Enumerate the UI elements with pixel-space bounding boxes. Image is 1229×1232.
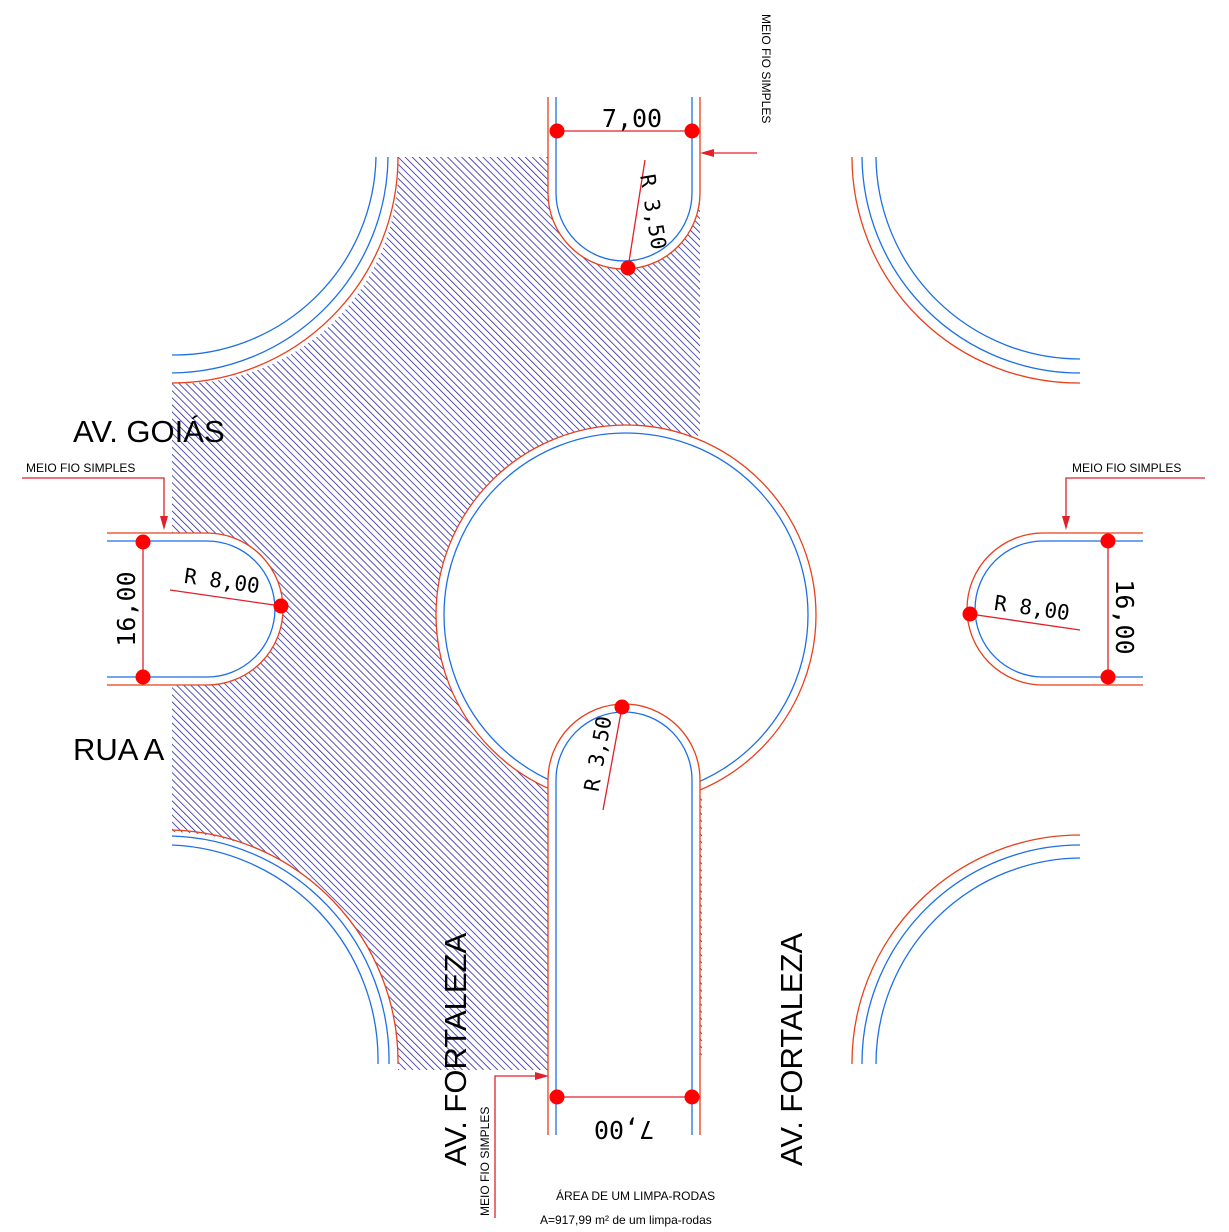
dimension-lines	[142, 130, 1109, 1098]
right-radius-label: R 8,00	[993, 591, 1071, 625]
area-title: ÁREA DE UM LIMPA-RODAS	[556, 1188, 715, 1203]
curb-label-top: MEIO FIO SIMPLES	[759, 14, 773, 123]
corner-curb-bottom-right	[851, 834, 1081, 1065]
curb-label-right: MEIO FIO SIMPLES	[1072, 461, 1181, 475]
street-rua-a: RUA A	[73, 732, 165, 767]
curb-label-bottom: MEIO FIO SIMPLES	[478, 1107, 492, 1216]
street-av-fortaleza-right: AV. FORTALEZA	[774, 933, 809, 1166]
corner-curb-top-left	[171, 156, 399, 384]
corner-curb-top-right	[851, 156, 1081, 384]
corner-curb-bottom-left	[171, 829, 399, 1065]
right-width-dimension: 16,00	[1110, 579, 1139, 654]
street-av-fortaleza-left: AV. FORTALEZA	[438, 933, 473, 1166]
area-value: A=917,99 m² de um limpa-rodas	[540, 1213, 712, 1227]
street-av-goias: AV. GOIÁS	[73, 414, 225, 449]
curb-label-left: MEIO FIO SIMPLES	[26, 461, 135, 475]
marker-dots	[135, 123, 1116, 1105]
bottom-width-dimension: 7,00	[594, 1115, 654, 1144]
leader-lines	[22, 149, 1205, 1218]
left-width-dimension: 16,00	[112, 571, 141, 646]
top-width-dimension: 7,00	[602, 104, 662, 133]
island-bottom	[547, 703, 701, 1135]
central-roundabout	[435, 424, 817, 806]
